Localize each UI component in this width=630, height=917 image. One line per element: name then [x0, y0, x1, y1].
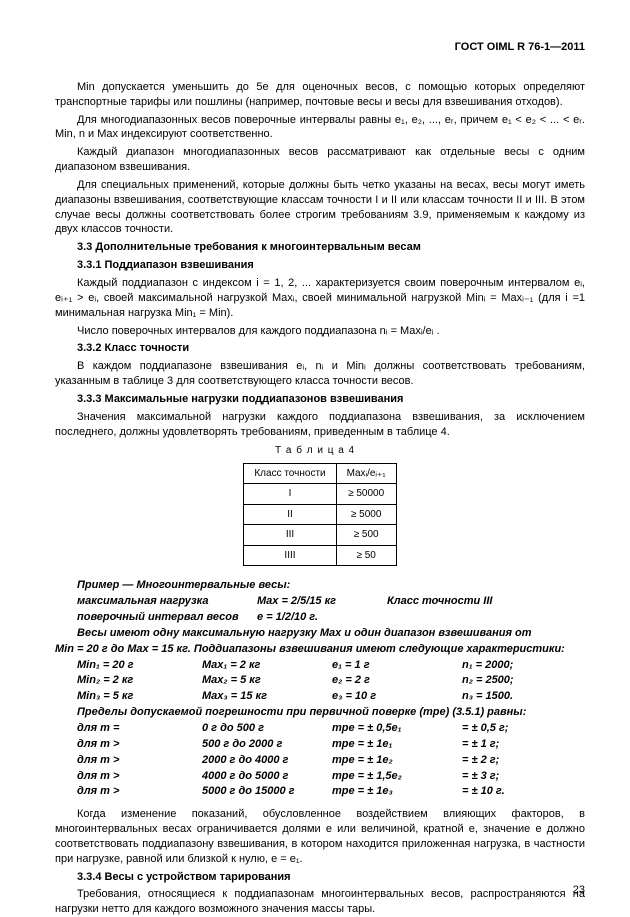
example-cell: Max₁ = 2 кг	[202, 658, 332, 673]
table-cell: ≥ 50000	[336, 484, 396, 505]
table-cell: I	[244, 484, 336, 505]
paragraph: Каждый поддиапазон с индексом i = 1, 2, …	[55, 276, 585, 321]
example-line: Пределы допускаемой погрешности при перв…	[55, 705, 585, 720]
example-cell: = ± 2 г;	[462, 753, 572, 768]
example-cell: = ± 0,5 г;	[462, 721, 572, 736]
example-title: Пример — Многоинтервальные весы:	[55, 578, 585, 593]
doc-header: ГОСТ OIML R 76-1—2011	[55, 40, 585, 55]
example-cell: для m =	[55, 721, 202, 736]
example-cell: mpe = ± 0,5e₁	[332, 721, 462, 736]
table-cell: IIII	[244, 545, 336, 566]
example-cell: = ± 10 г.	[462, 784, 572, 799]
example-cell: для m >	[55, 769, 202, 784]
example-cell: e₂ = 2 г	[332, 673, 462, 688]
example-line: Min = 20 г до Max = 15 кг. Поддиапазоны …	[55, 642, 585, 657]
paragraph: Для многодиапазонных весов поверочные ин…	[55, 113, 585, 143]
example-cell: для m >	[55, 753, 202, 768]
heading-3.3.4: 3.3.4 Весы с устройством тарирования	[55, 870, 585, 885]
example-cell: 5000 г до 15000 г	[202, 784, 332, 799]
example-cell: mpe = ± 1e₁	[332, 737, 462, 752]
example-cell: Min₃ = 5 кг	[55, 689, 202, 704]
example-line: Весы имеют одну максимальную нагрузку Ma…	[55, 626, 585, 641]
table-header: Класс точности	[244, 463, 336, 484]
example-cell: mpe = ± 1,5e₂	[332, 769, 462, 784]
paragraph: Число поверочных интервалов для каждого …	[55, 324, 585, 339]
table-cell: II	[244, 504, 336, 525]
example-cell: = ± 1 г;	[462, 737, 572, 752]
example-cell: для m >	[55, 737, 202, 752]
paragraph: В каждом поддиапазоне взвешивания eᵢ, nᵢ…	[55, 359, 585, 389]
page-number: 23	[573, 883, 585, 898]
example-cell: mpe = ± 1e₃	[332, 784, 462, 799]
example-cell: Max₂ = 5 кг	[202, 673, 332, 688]
example-cell: максимальная нагрузка	[55, 594, 257, 609]
example-cell: n₃ = 1500.	[462, 689, 572, 704]
example-cell: e₃ = 10 г	[332, 689, 462, 704]
table-4: Класс точности Maxᵢ/eᵢ₊₁ I≥ 50000 II≥ 50…	[243, 463, 396, 567]
example-cell: Класс точности III	[387, 594, 517, 609]
paragraph: Каждый диапазон многодиапазонных весов р…	[55, 145, 585, 175]
heading-3.3.3: 3.3.3 Максимальные нагрузки поддиапазоно…	[55, 392, 585, 407]
table-header: Maxᵢ/eᵢ₊₁	[336, 463, 396, 484]
paragraph: Min допускается уменьшить до 5e для оцен…	[55, 80, 585, 110]
example-cell: 4000 г до 5000 г	[202, 769, 332, 784]
example-cell: Max = 2/5/15 кг	[257, 594, 387, 609]
example-cell: n₁ = 2000;	[462, 658, 572, 673]
example-cell: 0 г до 500 г	[202, 721, 332, 736]
example-cell: Max₃ = 15 кг	[202, 689, 332, 704]
example-cell: = ± 3 г;	[462, 769, 572, 784]
heading-3.3: 3.3 Дополнительные требования к многоинт…	[55, 240, 585, 255]
example-block: Пример — Многоинтервальные весы: максима…	[55, 578, 585, 799]
example-cell: e = 1/2/10 г.	[257, 610, 387, 625]
example-cell: для m >	[55, 784, 202, 799]
heading-3.3.1: 3.3.1 Поддиапазон взвешивания	[55, 258, 585, 273]
table-cell: ≥ 5000	[336, 504, 396, 525]
example-cell: e₁ = 1 г	[332, 658, 462, 673]
table-cell: III	[244, 525, 336, 546]
paragraph: Значения максимальной нагрузки каждого п…	[55, 410, 585, 440]
example-cell: Min₂ = 2 кг	[55, 673, 202, 688]
paragraph: Когда изменение показаний, обусловленное…	[55, 807, 585, 866]
heading-3.3.2: 3.3.2 Класс точности	[55, 341, 585, 356]
example-cell: поверочный интервал весов	[55, 610, 257, 625]
example-cell: mpe = ± 1e₂	[332, 753, 462, 768]
table-caption: Т а б л и ц а 4	[275, 444, 585, 458]
table-cell: ≥ 50	[336, 545, 396, 566]
paragraph: Для специальных применений, которые долж…	[55, 178, 585, 237]
example-cell: 500 г до 2000 г	[202, 737, 332, 752]
example-cell: n₂ = 2500;	[462, 673, 572, 688]
table-cell: ≥ 500	[336, 525, 396, 546]
example-cell: Min₁ = 20 г	[55, 658, 202, 673]
example-cell: 2000 г до 4000 г	[202, 753, 332, 768]
